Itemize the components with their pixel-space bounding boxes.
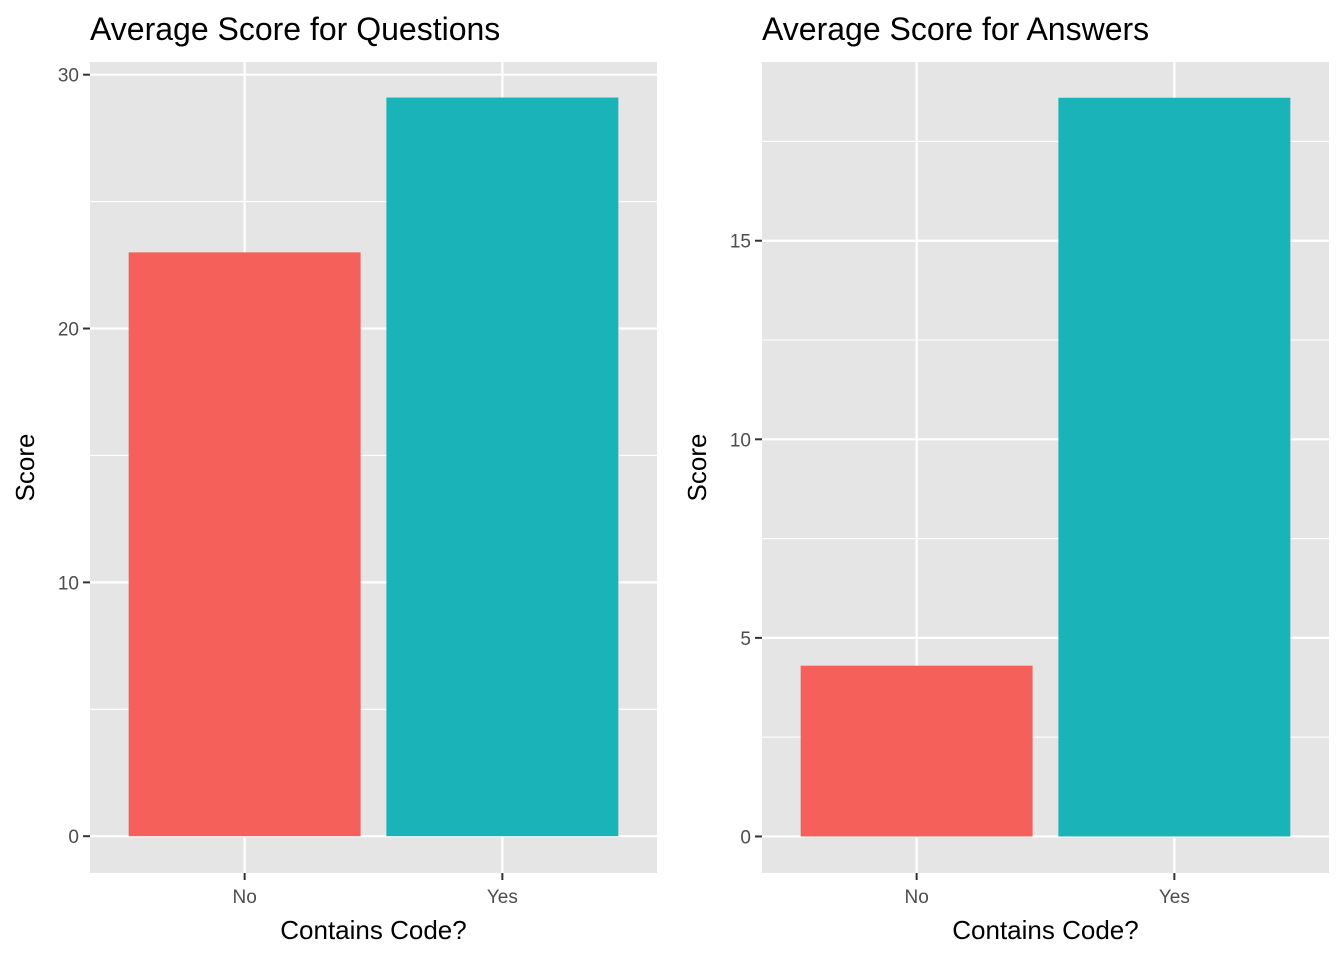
- questions-y-tick-label: 10: [58, 573, 79, 594]
- answers-y-axis: 0 5 10 15: [730, 232, 762, 848]
- questions-bar-no: [128, 252, 361, 837]
- answers-chart: 0 5 10 15 No Yes Average Score for Answers C…: [682, 11, 1329, 945]
- answers-chart-title: Average Score for Answers: [762, 11, 1149, 47]
- answers-x-axis-title: Contains Code?: [952, 915, 1138, 945]
- answers-y-axis-title: Score: [682, 434, 712, 502]
- questions-y-tick-label: 30: [58, 66, 79, 87]
- answers-x-tick-label: Yes: [1159, 887, 1190, 908]
- answers-y-tick-label: 15: [730, 232, 751, 253]
- answers-bar-no: [800, 665, 1033, 837]
- answers-x-axis: No Yes: [904, 873, 1190, 908]
- questions-x-tick-label: No: [232, 887, 256, 908]
- questions-x-axis-title: Contains Code?: [280, 915, 466, 945]
- questions-bar-yes: [386, 97, 619, 837]
- questions-y-axis: 0 10 20 30: [58, 66, 90, 848]
- answers-x-tick-label: No: [904, 887, 928, 908]
- answers-bars: [800, 97, 1291, 837]
- questions-chart: 0 10 20 30 No Yes Average Score for Question…: [10, 11, 657, 945]
- questions-y-axis-title: Score: [10, 434, 40, 502]
- answers-y-tick-label: 10: [730, 430, 751, 451]
- questions-y-tick-label: 0: [68, 827, 79, 848]
- answers-bar-yes: [1058, 97, 1291, 837]
- questions-x-tick-label: Yes: [487, 887, 518, 908]
- answers-y-tick-label: 0: [740, 827, 751, 848]
- questions-chart-title: Average Score for Questions: [90, 11, 500, 47]
- questions-x-axis: No Yes: [232, 873, 518, 908]
- questions-y-tick-label: 20: [58, 320, 79, 341]
- questions-bars: [128, 97, 619, 837]
- answers-y-tick-label: 5: [740, 629, 751, 650]
